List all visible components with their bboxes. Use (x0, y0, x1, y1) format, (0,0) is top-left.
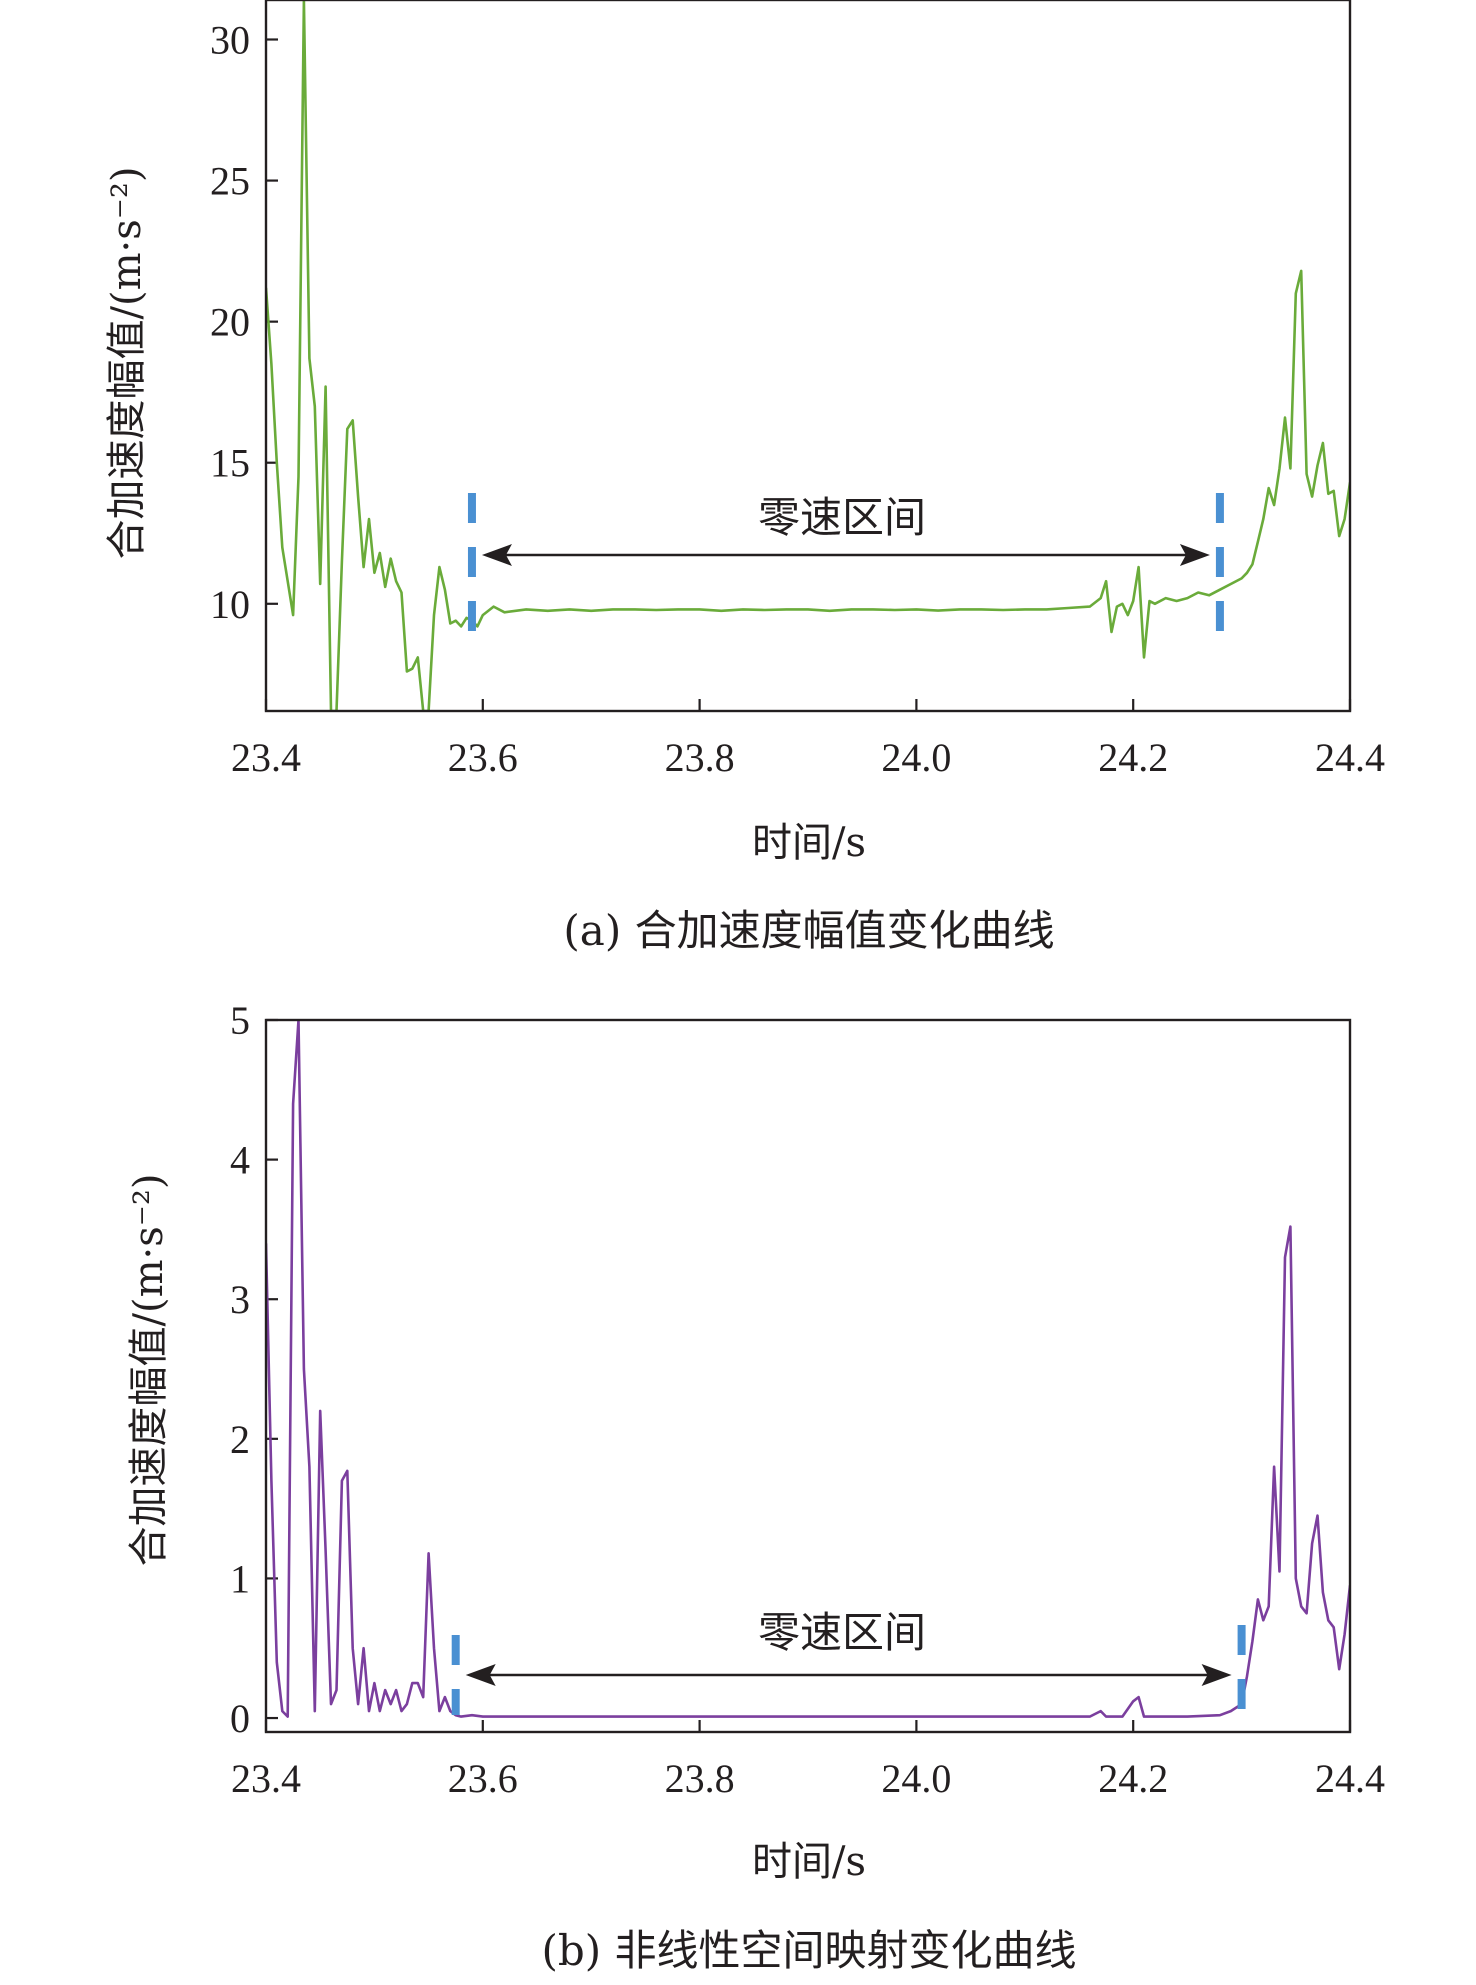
chart-a-y-tick-label: 15 (210, 441, 250, 486)
chart-a-y-tick-label: 25 (210, 159, 250, 204)
chart-b-y-tick-label: 0 (230, 1696, 250, 1741)
chart-a-annotation: 零速区间 (758, 493, 926, 542)
chart-a-x-tick-label: 23.8 (665, 735, 735, 780)
chart-b-y-tick-label: 1 (230, 1556, 250, 1601)
chart-b-y-tick-label: 4 (230, 1138, 250, 1183)
chart-a-y-tick-label: 30 (210, 18, 250, 63)
chart-b-arrowhead-left (465, 1664, 496, 1686)
chart-b-y-tick-label: 2 (230, 1417, 250, 1462)
chart-b-annotation: 零速区间 (758, 1608, 926, 1657)
chart-b-x-tick-label: 23.8 (665, 1756, 735, 1801)
chart-b-plot-frame (264, 1018, 1352, 1734)
chart-b-x-tick-label: 24.4 (1315, 1756, 1385, 1801)
chart-b-x-tick-label: 24.0 (881, 1756, 951, 1801)
chart-a-arrowhead-right (1179, 544, 1210, 566)
chart-a-y-tick-label: 20 (210, 300, 250, 345)
chart-a-y-tick-label: 10 (210, 582, 250, 627)
chart-a-x-axis-label: 时间/s (752, 820, 866, 866)
chart-b-y-axis-label: 合加速度幅值/(m·s⁻²) (126, 1173, 172, 1566)
chart-b-arrowhead-right (1201, 1664, 1232, 1686)
chart-a-x-tick-label: 23.6 (448, 735, 518, 780)
chart-b-y-tick-label: 3 (230, 1277, 250, 1322)
chart-a-y-axis-label: 合加速度幅值/(m·s⁻²) (104, 166, 150, 559)
chart-a-x-tick-label: 24.0 (881, 735, 951, 780)
chart-b-x-tick-label: 23.6 (448, 1756, 518, 1801)
chart-a-x-tick-label: 24.2 (1098, 735, 1168, 780)
chart-a-plot-frame (264, 0, 1352, 713)
chart-b-y-tick-label: 5 (230, 998, 250, 1043)
chart-b-x-axis-label: 时间/s (752, 1839, 866, 1885)
chart-b: 23.4 23.6 23.8 24.0 24.2 24.4 0 1 2 3 4 5 零速区间 时间/s… (126, 998, 1385, 1975)
chart-a-series-line (266, 0, 1350, 711)
chart-b-x-tick-label: 23.4 (231, 1756, 301, 1801)
chart-b-x-tick-label: 24.2 (1098, 1756, 1168, 1801)
chart-a-caption: (a) 合加速度幅值变化曲线 (563, 906, 1054, 955)
chart-a-x-tick-label: 23.4 (231, 735, 301, 780)
chart-a-arrowhead-left (481, 544, 512, 566)
chart-a-x-tick-label: 24.4 (1315, 735, 1385, 780)
chart-b-caption: (b) 非线性空间映射变化曲线 (541, 1926, 1076, 1975)
chart-b-series-line (266, 1020, 1350, 1718)
